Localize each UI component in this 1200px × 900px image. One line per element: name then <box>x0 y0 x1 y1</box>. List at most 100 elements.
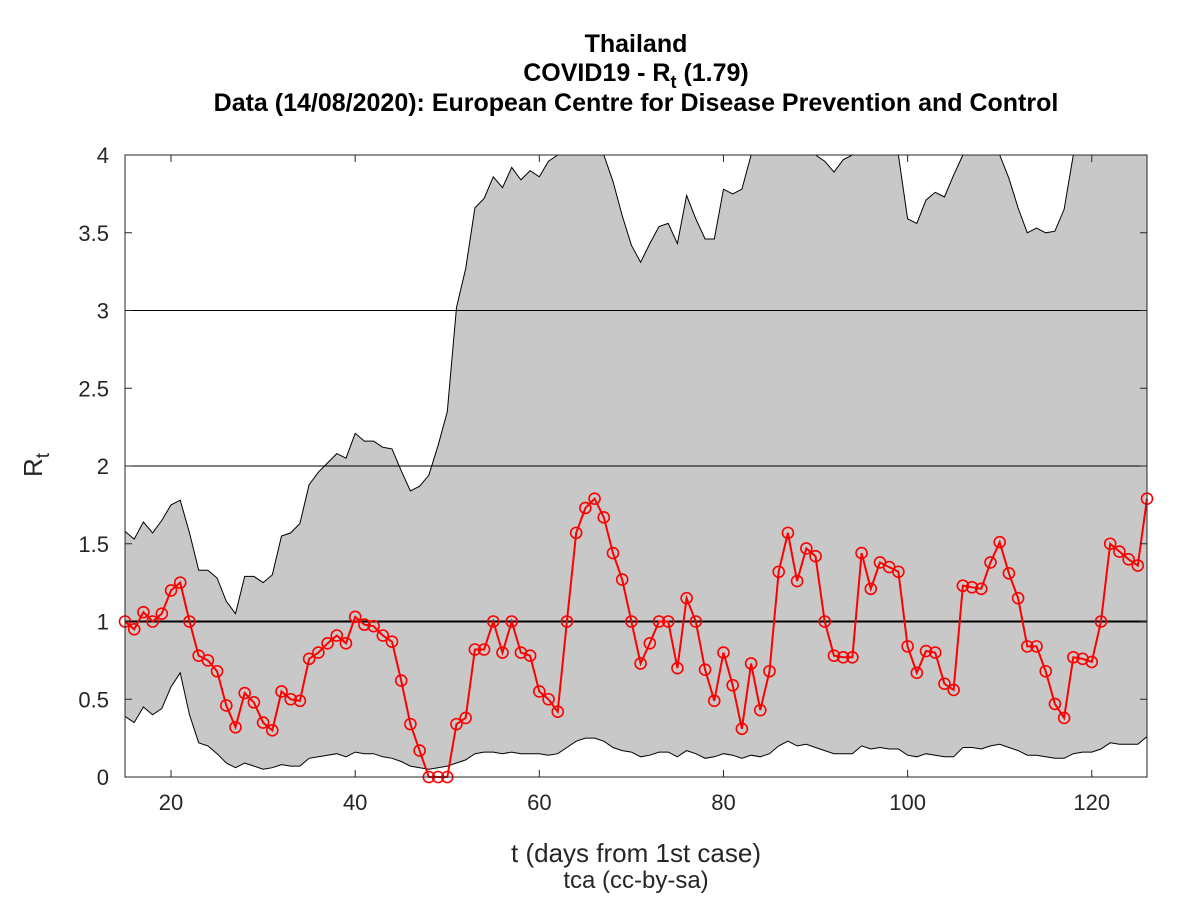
rt-point <box>256 716 270 729</box>
rt-point <box>1085 655 1099 669</box>
x-tick-label: 40 <box>343 790 367 815</box>
rt-point <box>827 649 841 663</box>
rt-point <box>376 629 390 642</box>
rt-point <box>652 615 666 628</box>
band-fill <box>125 155 1147 770</box>
rt-point <box>781 526 795 540</box>
rt-point <box>763 664 776 678</box>
axes: 20 40 60 80 100 120 0 0.5 1 1.5 2 2.5 3 3.5 4 <box>78 143 1148 815</box>
y-axis-label: Rt <box>18 452 54 477</box>
rt-point <box>744 657 758 670</box>
rt-point <box>496 646 509 659</box>
rt-point <box>321 636 334 650</box>
rt-point <box>938 677 951 691</box>
subtitle-subscript: t <box>671 72 677 92</box>
rt-point <box>661 615 675 628</box>
rt-point <box>892 565 905 579</box>
rt-point <box>717 646 730 659</box>
rt-point <box>1067 650 1080 664</box>
rt-point <box>606 546 620 560</box>
rt-point <box>183 615 196 628</box>
rt-point <box>836 650 850 664</box>
y-tick-label: 2 <box>97 454 109 479</box>
rt-point <box>1103 537 1117 551</box>
rt-point <box>367 619 380 633</box>
rt-point <box>919 644 933 658</box>
rt-point <box>753 703 767 717</box>
rt-point <box>339 636 353 650</box>
rt-point <box>173 576 187 589</box>
x-tick-label: 100 <box>889 790 926 815</box>
rt-point <box>735 722 749 736</box>
rt-point <box>910 666 924 680</box>
y-tick-label: 3 <box>97 299 109 324</box>
rt-point <box>1021 640 1034 653</box>
rt-point <box>1113 545 1126 558</box>
x-tick-label: 60 <box>527 790 551 815</box>
rt-point <box>146 615 159 628</box>
rt-point <box>312 646 325 659</box>
y-tick-label: 2.5 <box>78 376 109 401</box>
rt-point <box>1131 559 1145 572</box>
rt-point <box>358 618 371 631</box>
rt-point <box>800 542 813 555</box>
rt-point <box>551 705 565 718</box>
rt-point <box>413 744 426 757</box>
x-tick-label: 20 <box>159 790 183 815</box>
rt-point <box>809 549 822 563</box>
rt-point <box>818 615 832 628</box>
rt-point <box>625 615 638 628</box>
rt-point <box>588 492 601 505</box>
rt-point <box>1030 640 1043 653</box>
rt-point <box>1002 566 1016 580</box>
rt-point <box>229 720 242 734</box>
rt-point <box>864 582 878 596</box>
rt-point <box>404 717 417 731</box>
reference-lines <box>125 310 1147 623</box>
rt-point <box>164 584 178 597</box>
rt-point <box>615 573 629 586</box>
rt-point <box>201 654 215 667</box>
rt-point <box>707 694 721 708</box>
rt-point <box>330 629 344 642</box>
credit-label: tca (cc-by-sa) <box>563 867 708 894</box>
y-tick-label: 0 <box>97 765 109 790</box>
rt-point <box>385 635 399 649</box>
rt-point <box>956 579 970 593</box>
rt-point <box>275 685 288 698</box>
rt-point <box>302 652 316 666</box>
rt-point <box>680 591 693 605</box>
rt-point <box>846 650 859 664</box>
rt-point <box>266 724 279 737</box>
rt-point <box>293 694 307 708</box>
x-tick-label: 80 <box>711 790 735 815</box>
rt-line <box>124 497 1148 778</box>
rt-point <box>597 511 611 524</box>
rt-point <box>137 605 150 619</box>
chart-subtitle: COVID19 - Rt (1.79) <box>523 59 749 92</box>
rt-point <box>560 615 574 628</box>
y-tick-label: 3.5 <box>78 221 109 246</box>
y-axis-label-subscript: t <box>33 452 54 458</box>
subtitle-tail: (1.79) <box>677 59 749 87</box>
rt-point <box>698 663 712 677</box>
rt-point <box>579 501 592 515</box>
rt-point <box>901 640 914 653</box>
rt-point <box>726 678 739 692</box>
y-axis-label-main: R <box>18 458 48 477</box>
rt-series <box>118 492 1154 784</box>
rt-point <box>210 664 224 678</box>
rt-point <box>394 674 408 687</box>
rt-point <box>965 580 979 594</box>
rt-point <box>772 565 786 579</box>
rt-point <box>947 683 960 697</box>
rt-point <box>284 692 298 706</box>
rt-point <box>505 615 519 628</box>
rt-point <box>928 646 942 659</box>
rt-point <box>790 574 804 588</box>
rt-point <box>1057 711 1071 725</box>
y-tick-label: 0.5 <box>78 687 109 712</box>
rt-point <box>689 615 703 628</box>
y-tick-label: 1 <box>97 610 109 635</box>
